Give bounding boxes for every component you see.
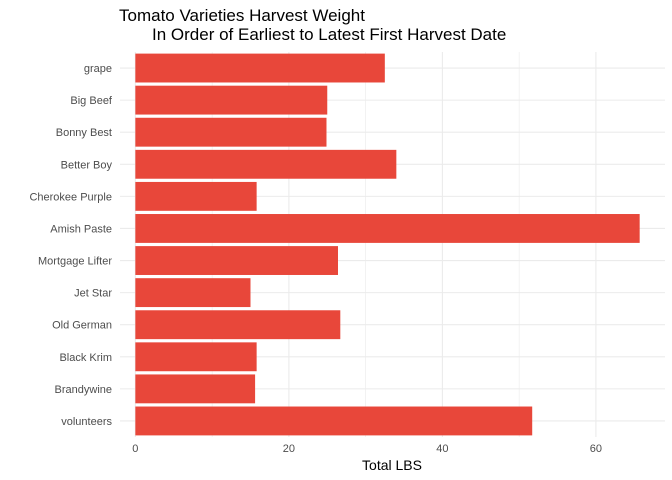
x-tick-label: 20 [283,443,295,455]
y-tick-label: grape [84,63,112,75]
bar [135,374,256,404]
bar [135,342,257,372]
y-tick-label: Black Krim [59,352,112,364]
bars [135,53,640,436]
y-tick-label: Big Beef [70,95,113,107]
bar [135,53,385,83]
bar [135,181,257,211]
y-tick-label: volunteers [61,416,112,428]
chart-title: Tomato Varieties Harvest Weight [119,6,365,25]
bar [135,117,327,147]
y-tick-label: Old German [52,320,112,332]
bar [135,278,251,308]
y-tick-label: Cherokee Purple [29,191,112,203]
bar [135,214,640,243]
x-axis-labels: 0 20 40 60 [132,443,602,455]
bar [135,149,397,179]
x-tick-label: 60 [590,443,602,455]
chart-subtitle: In Order of Earliest to Latest First Har… [152,25,506,44]
y-tick-label: Mortgage Lifter [38,256,112,268]
x-axis-title: Total LBS [362,457,422,473]
y-tick-label: Better Boy [61,159,113,171]
x-tick-label: 40 [436,443,448,455]
y-tick-label: Amish Paste [50,223,112,235]
bar [135,85,328,115]
x-tick-label: 0 [132,443,138,455]
bar [135,246,338,275]
y-tick-label: Bonny Best [56,127,112,139]
y-tick-label: Jet Star [74,288,112,300]
bar [135,310,341,340]
y-axis-labels: grape Big Beef Bonny Best Better Boy Cheroke… [29,63,112,428]
bar [135,406,533,436]
y-tick-label: Brandywine [55,384,112,396]
